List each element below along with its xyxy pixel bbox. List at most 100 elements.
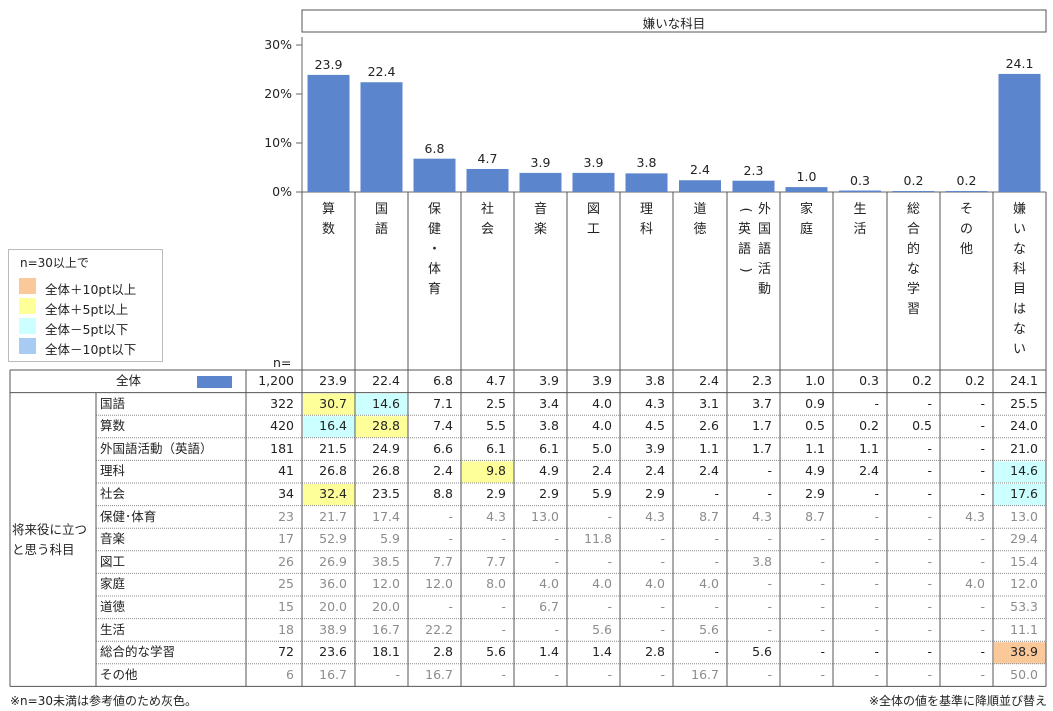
column-header-text: 生活 (853, 202, 867, 237)
data-cell: 12.0 (425, 576, 453, 592)
legend: n=30以上で 全体＋10pt以上 全体＋5pt以上 全体－5pt以下 全体－10pt… (8, 249, 163, 362)
data-cell: - (874, 576, 879, 592)
row-label: 家庭 (100, 576, 126, 592)
data-cell: 4.0 (965, 576, 985, 592)
data-cell: - (767, 531, 772, 547)
row-label: 総合的な学習 (100, 644, 176, 660)
data-cell: - (980, 666, 985, 682)
data-cell: 0.5 (805, 418, 825, 434)
bar-value-label: 2.4 (690, 162, 710, 178)
data-cell: - (448, 599, 453, 614)
row-label: 外国語活動（英語） (100, 440, 213, 456)
data-cell: - (927, 666, 932, 682)
chart-title: 嫌いな科目 (642, 16, 706, 31)
legend-swatch (19, 338, 36, 354)
row-label: 保健･体育 (100, 508, 157, 524)
highlight-cell (994, 484, 1046, 506)
data-cell: 4.5 (645, 418, 665, 434)
bar (307, 74, 350, 192)
note-left: ※n=30未満は参考値のため灰色。 (10, 694, 197, 708)
data-cell: 5.0 (592, 440, 612, 456)
column-header-sub: (英語) (737, 207, 753, 273)
data-cell: 0.5 (912, 418, 932, 434)
column-header-text: 国語 (374, 202, 388, 237)
data-cell: 5.9 (380, 531, 400, 547)
data-cell: - (448, 508, 453, 524)
data-cell: 5.6 (486, 644, 506, 660)
data-cell: 8.8 (433, 486, 453, 501)
row-n: 17 (278, 531, 294, 547)
row-n: 18 (278, 621, 294, 637)
data-cell: 2.6 (699, 418, 719, 434)
data-cell: 4.0 (699, 576, 719, 592)
row-label: 生活 (100, 621, 126, 637)
column-header: 保健・体育 (408, 200, 461, 368)
data-cell: - (874, 553, 879, 569)
y-tick-label: 0% (272, 184, 292, 199)
data-cell: 5.5 (486, 418, 506, 434)
total-legend-swatch (197, 376, 232, 388)
data-cell: 52.9 (319, 531, 347, 547)
data-cell: - (820, 621, 825, 637)
row-n: 25 (278, 576, 294, 592)
bar (785, 187, 828, 192)
row-label: 道徳 (100, 599, 126, 614)
total-row-label: 全体 (116, 373, 142, 388)
bar-value-label: 1.0 (796, 169, 817, 185)
data-cell: 4.3 (486, 508, 506, 524)
data-cell: - (767, 576, 772, 592)
bar-value-label: 23.9 (314, 56, 343, 72)
bar-value-label: 3.9 (530, 154, 551, 170)
data-cell: 2.4 (645, 463, 665, 479)
data-cell: 17.4 (372, 508, 400, 524)
total-cell: 3.9 (539, 373, 559, 388)
data-cell: - (820, 553, 825, 569)
column-header: 家庭 (780, 200, 833, 368)
data-cell: - (874, 599, 879, 614)
column-header-main: 外国語活動 (757, 202, 771, 297)
total-n: 1,200 (258, 373, 294, 388)
data-cell: 20.0 (372, 599, 400, 614)
data-cell: 38.9 (1010, 644, 1038, 660)
data-cell: 5.6 (699, 621, 719, 637)
data-cell: 11.1 (1010, 621, 1038, 637)
row-n: 181 (270, 440, 294, 456)
legend-title: n=30以上で (20, 256, 89, 270)
data-cell: 4.9 (539, 463, 559, 479)
data-cell: - (980, 599, 985, 614)
data-cell: 25.5 (1010, 395, 1038, 411)
column-header-text: 嫌いな科目はない (1012, 202, 1026, 357)
data-cell: 3.7 (752, 395, 772, 411)
data-cell: 3.1 (699, 395, 719, 411)
data-cell: 16.7 (372, 621, 400, 637)
data-cell: 17.6 (1010, 486, 1038, 501)
data-cell: - (980, 621, 985, 637)
column-header: 道徳 (673, 200, 727, 368)
row-n: 15 (278, 599, 294, 614)
data-cell: 5.6 (592, 621, 612, 637)
data-cell: 6.7 (539, 599, 559, 614)
data-cell: - (554, 553, 559, 569)
data-cell: - (660, 553, 665, 569)
data-cell: - (927, 486, 932, 501)
column-header-text: 総合的な学習 (906, 202, 920, 317)
data-cell: 2.9 (805, 486, 825, 501)
data-cell: 1.7 (752, 440, 772, 456)
total-cell: 4.7 (486, 373, 506, 388)
data-cell: - (874, 508, 879, 524)
row-label: 社会 (100, 486, 126, 501)
data-cell: 20.0 (319, 599, 347, 614)
data-cell: 2.9 (486, 486, 506, 501)
data-cell: - (874, 644, 879, 660)
data-cell: 32.4 (319, 486, 347, 501)
data-cell: - (714, 553, 719, 569)
data-cell: 1.1 (859, 440, 879, 456)
data-cell: 5.9 (592, 486, 612, 501)
data-cell: - (980, 418, 985, 434)
column-header: 外国語活動 (英語) (727, 200, 780, 368)
data-cell: 21.7 (319, 508, 347, 524)
bar (360, 82, 403, 192)
data-cell: - (820, 576, 825, 592)
data-cell: 12.0 (1010, 576, 1038, 592)
data-cell: 38.5 (372, 553, 400, 569)
